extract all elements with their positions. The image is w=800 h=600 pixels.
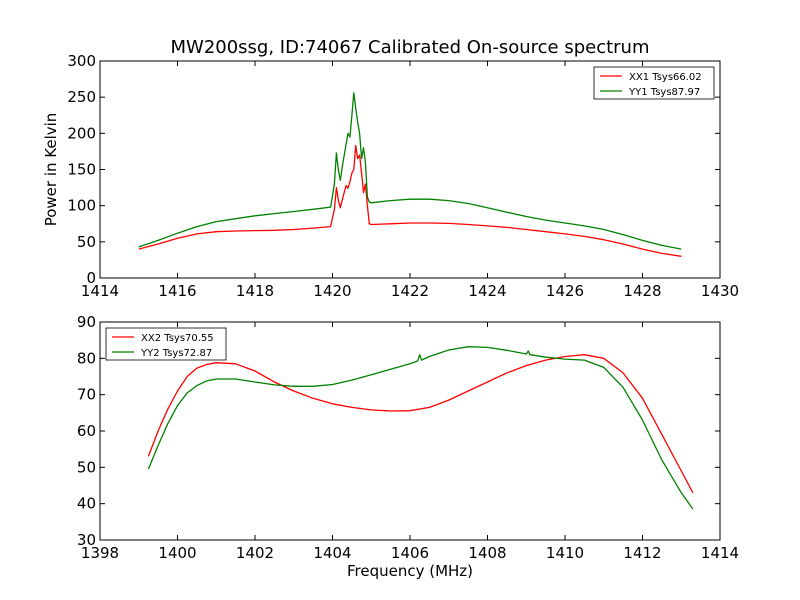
x-tick-label: 1400 [158, 544, 196, 562]
x-tick-label: 1424 [468, 282, 506, 300]
y-axis-label: Power in Kelvin [42, 113, 60, 227]
x-tick-label: 1412 [623, 544, 661, 562]
y-tick-label: 150 [67, 161, 96, 179]
y-tick-label: 250 [67, 88, 96, 106]
legend-entry-1: XX1 Tsys66.02 [629, 72, 702, 83]
y-tick-label: 30 [77, 531, 96, 549]
legend-entry-2: YY1 Tsys87.97 [628, 87, 700, 98]
y-tick-label: 200 [67, 124, 96, 142]
series-line-2 [138, 92, 682, 250]
x-tick-label: 1414 [701, 544, 739, 562]
x-tick-label: 1416 [158, 282, 196, 300]
x-tick-label: 1402 [236, 544, 274, 562]
series-line-2 [147, 346, 694, 510]
bottom-panel: 1398 1400 1402 1404 1406 1408 1410 1412 1414 30 40… [77, 313, 739, 580]
chart-title: MW200ssg, ID:74067 Calibrated On-source … [170, 37, 649, 58]
y-tick-label: 0 [86, 269, 96, 287]
x-tick-label: 1398 [81, 544, 119, 562]
x-tick-label: 1408 [468, 544, 506, 562]
y-tick-label: 100 [67, 197, 96, 215]
legend: XX1 Tsys66.02 YY1 Tsys87.97 [593, 66, 715, 100]
x-axis-label: Frequency (MHz) [347, 562, 473, 580]
y-tick-label: 50 [77, 458, 96, 476]
y-tick-label: 70 [77, 386, 96, 404]
x-tick-label: 1430 [701, 282, 739, 300]
legend-box [105, 327, 227, 361]
x-tick-label: 1426 [546, 282, 584, 300]
y-tick-label: 60 [77, 422, 96, 440]
x-tick-label: 1406 [391, 544, 429, 562]
legend-box [593, 66, 715, 100]
y-tick-label: 90 [77, 313, 96, 331]
y-tick-label: 300 [67, 52, 96, 70]
y-tick-label: 80 [77, 349, 96, 367]
y-tick-label: 50 [77, 233, 96, 251]
y-tick-label: 40 [77, 495, 96, 513]
x-tick-label: 1428 [623, 282, 661, 300]
legend-entry-1: XX2 Tsys70.55 [141, 333, 214, 344]
top-panel: 1414 1416 1418 1420 1422 1424 1426 1428 1430 0 50 1… [42, 52, 739, 300]
series-line-1 [138, 144, 682, 257]
x-tick-label: 1414 [81, 282, 119, 300]
legend-entry-2: YY2 Tsys72.87 [140, 348, 212, 359]
x-tick-label: 1422 [391, 282, 429, 300]
legend: XX2 Tsys70.55 YY2 Tsys72.87 [105, 327, 227, 361]
series-line-1 [147, 354, 694, 494]
x-tick-label: 1410 [546, 544, 584, 562]
x-tick-label: 1404 [313, 544, 351, 562]
x-tick-label: 1420 [313, 282, 351, 300]
x-tick-label: 1418 [236, 282, 274, 300]
